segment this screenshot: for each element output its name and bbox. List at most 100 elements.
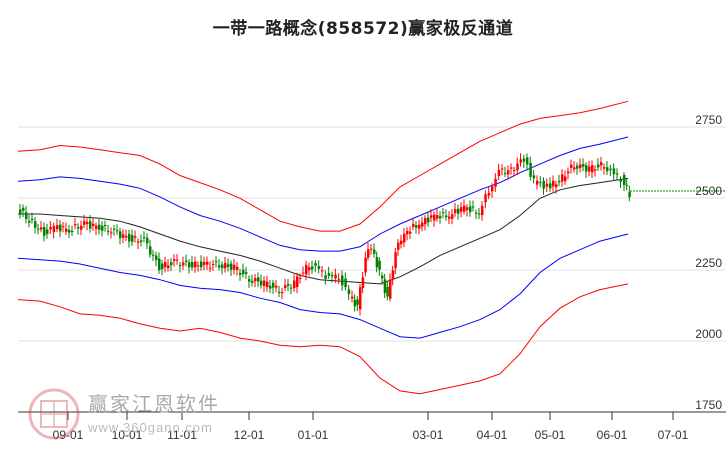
candlestick [573,167,576,170]
candlestick [107,231,110,233]
candlestick [317,266,321,269]
candlestick [236,266,239,270]
candlestick [188,262,191,268]
candlestick [549,183,552,189]
x-tick-label: 11-01 [167,428,197,442]
candlestick [519,159,522,163]
candlestick [397,242,400,250]
y-tick-label: 2500 [695,184,722,198]
candlestick [287,284,290,286]
candlestick [597,164,600,168]
candlestick [164,261,167,268]
candlestick [215,261,218,263]
candlestick [424,217,427,225]
candlestick [218,265,221,268]
outer-upper-line [17,100,629,232]
candlestick [373,249,376,254]
candlestick [167,265,170,269]
candlestick [221,264,224,269]
candlestick [152,254,155,256]
candlestick [344,278,347,288]
candlestick [504,173,507,175]
candlestick [510,167,513,169]
candlestick [600,162,603,166]
candlestick [31,218,34,221]
candlestick [230,263,233,270]
candlestick [351,296,354,299]
candlestick [445,215,448,218]
candlestick [182,262,185,266]
candlestick [619,179,622,182]
candlestick [594,169,597,171]
x-tick-label: 06-01 [596,428,628,442]
candlestick [170,262,173,266]
candlestick [391,270,395,280]
candlestick [616,173,619,175]
candlestick [628,191,631,198]
candlestick [536,180,539,185]
candlestick [200,261,203,268]
chart-title: 一带一路概念(858572)赢家极反通道 [212,19,514,39]
candlestick [209,267,212,269]
x-tick-label: 03-01 [412,428,444,442]
candlestick [427,217,430,223]
candlestick [296,276,299,288]
candlestick [158,258,161,271]
candlestick [545,183,549,187]
x-tick-label: 05-01 [534,428,566,442]
candlestick [623,175,626,185]
candlestick [356,299,359,305]
candlestick [532,175,536,179]
candlestick [83,221,86,225]
candlestick [263,280,266,287]
candlestick [439,216,442,219]
candlestick [212,264,215,266]
candlestick [104,224,107,226]
candlestick [491,186,494,192]
candlestick [567,171,570,174]
candlestick [375,257,379,268]
candlestick [308,267,311,270]
x-axis-ticks [67,412,674,420]
candlestick [529,162,532,177]
candlesticks [19,153,631,316]
candlestick [421,222,424,227]
candlestick [487,192,491,196]
y-tick-label: 2750 [695,113,722,127]
candlestick [478,213,481,215]
candlestick [588,166,591,172]
candlestick [466,207,469,211]
inner-lower-line [17,233,629,339]
candlestick [269,285,272,289]
candlestick [278,291,281,293]
candlestick [564,176,567,182]
series-layer [17,100,629,395]
candlestick [299,278,302,280]
candlestick [248,279,251,282]
candlestick [161,263,164,270]
candlestick [125,235,128,238]
candlestick [173,259,176,261]
candlestick [251,280,254,283]
candlestick [203,261,206,265]
candlestick [475,212,478,214]
candlestick [77,227,80,229]
candlestick [140,240,143,242]
watermark-text: 赢家江恩软件 [88,392,220,416]
y-tick-label: 1750 [695,398,722,412]
candlestick [302,272,305,274]
candlestick [542,180,545,189]
candlestick [497,169,501,177]
candlestick [555,184,558,188]
candlestick [341,275,344,286]
candlestick [46,229,49,235]
candlestick [409,231,412,234]
candlestick [321,270,324,272]
candlestick [86,222,89,225]
candlestick [463,205,466,212]
candlestick [131,235,134,242]
candlestick [394,252,397,269]
candlestick [347,289,351,295]
candlestick [37,228,40,230]
candlestick [110,232,113,234]
